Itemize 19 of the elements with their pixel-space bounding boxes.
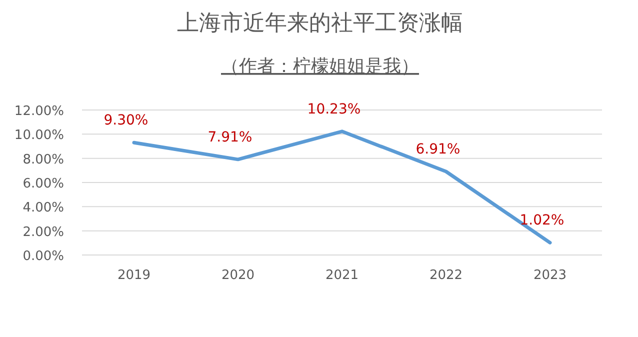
x-tick-label: 2022	[429, 268, 463, 283]
x-tick-label: 2023	[533, 268, 567, 283]
data-label: 7.91%	[208, 129, 252, 146]
x-tick-label: 2021	[325, 268, 359, 283]
data-label: 1.02%	[520, 212, 564, 229]
x-tick-label: 2020	[221, 268, 255, 283]
y-tick-label: 0.00%	[22, 249, 64, 264]
y-tick-label: 8.00%	[22, 152, 64, 168]
y-tick-label: 6.00%	[22, 176, 64, 192]
data-label: 9.30%	[104, 112, 148, 129]
x-tick-label: 2019	[117, 268, 151, 283]
y-tick-label: 12.00%	[14, 104, 64, 119]
data-label: 6.91%	[416, 142, 460, 158]
y-tick-label: 10.00%	[14, 128, 64, 144]
chart-subtitle: （作者：柠檬姐姐是我）	[221, 56, 419, 77]
y-tick-label: 2.00%	[22, 224, 64, 240]
data-label: 10.23%	[307, 101, 361, 118]
chart-title: 上海市近年来的社平工资涨幅	[177, 11, 463, 36]
y-tick-label: 4.00%	[22, 200, 64, 216]
